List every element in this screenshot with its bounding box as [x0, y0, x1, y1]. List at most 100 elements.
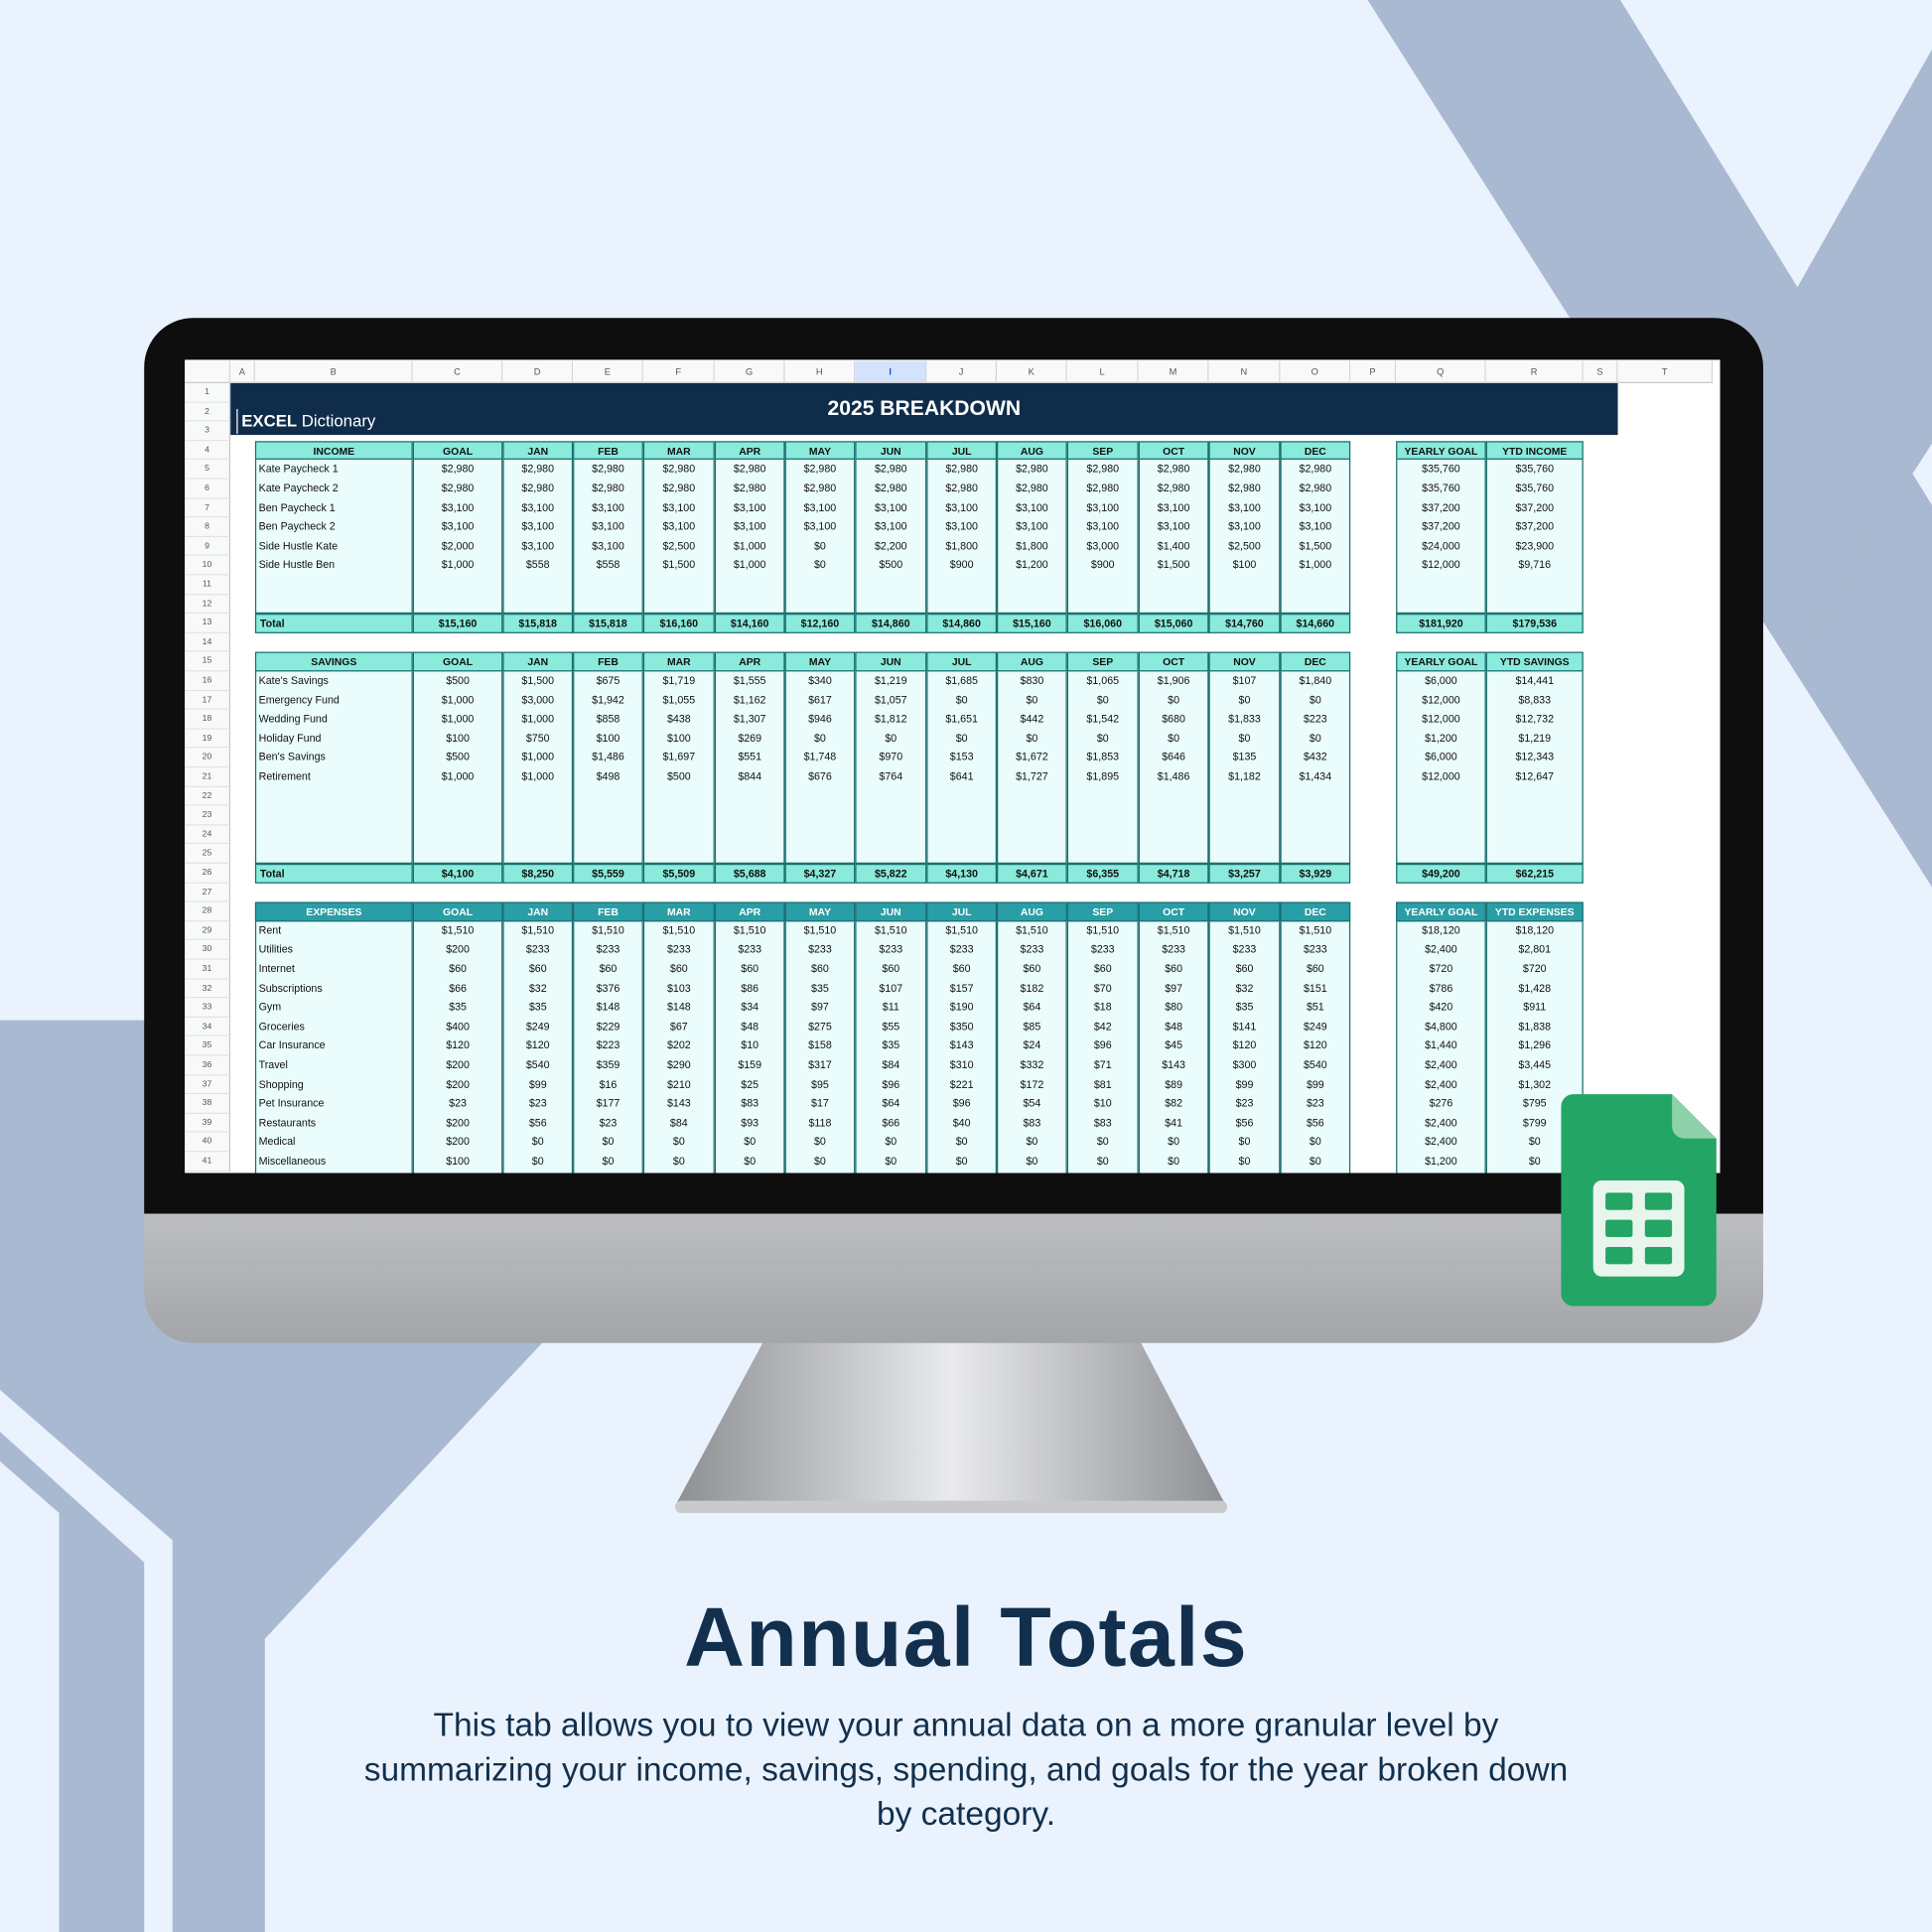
- cell-value: $1,486: [592, 751, 624, 763]
- column-header: F: [642, 360, 715, 383]
- cell-value: $1,853: [1086, 751, 1120, 763]
- cell-value: $3,100: [874, 500, 907, 514]
- cell-value: $1,510: [1086, 923, 1120, 936]
- cell-value: $3,100: [1228, 519, 1261, 533]
- cell-summary: $35,760: [1422, 462, 1460, 476]
- table-header: JAN: [502, 441, 574, 461]
- cell-value: $2,980: [521, 462, 555, 476]
- cell-summary: $720: [1522, 962, 1547, 975]
- cell-value: $3,100: [945, 519, 978, 533]
- cell-value: $0: [1096, 1154, 1109, 1168]
- table-header: AUG: [997, 652, 1067, 672]
- table-column: [254, 921, 413, 1173]
- row-number: 11: [185, 575, 231, 595]
- total-value: $5,559: [573, 863, 643, 884]
- table-column: [1280, 921, 1351, 1173]
- cell-value: $1,434: [1299, 769, 1332, 783]
- cell-value: $23: [449, 1096, 467, 1110]
- cell-label: Kate Paycheck 2: [258, 482, 339, 494]
- cell-value: $317: [808, 1058, 832, 1071]
- cell-value: $2,980: [662, 482, 696, 494]
- cell-value: $100: [446, 731, 470, 745]
- cell-value: $84: [882, 1058, 900, 1071]
- row-number: 2: [185, 402, 231, 422]
- cell-value: $40: [952, 1116, 971, 1129]
- table-column: [642, 671, 715, 864]
- cell-value: $60: [1306, 962, 1324, 975]
- cell-value: $56: [528, 1116, 547, 1129]
- table-header: JAN: [502, 652, 574, 672]
- total-value: $16,160: [642, 614, 715, 633]
- cell-value: $1,685: [945, 673, 978, 687]
- cell-value: $83: [741, 1096, 759, 1110]
- cell-value: $2,980: [945, 462, 978, 476]
- cell-label: Ben's Savings: [258, 751, 326, 763]
- cell-value: $120: [1303, 1038, 1327, 1052]
- column-header: O: [1280, 360, 1351, 383]
- cell-value: $18: [1093, 1000, 1112, 1014]
- cell-summary: $2,400: [1425, 942, 1457, 956]
- cell-value: $1,672: [1016, 751, 1048, 763]
- table-column: [1396, 460, 1486, 615]
- cell-label: Utilities: [258, 942, 294, 956]
- row-number: 18: [185, 710, 231, 730]
- cell-value: $2,000: [441, 539, 475, 552]
- table-column: [714, 460, 785, 615]
- cell-value: $182: [1020, 981, 1044, 995]
- table-column: [855, 921, 927, 1173]
- table-column: [997, 921, 1067, 1173]
- cell-value: $64: [1023, 1000, 1041, 1014]
- table-column: [502, 921, 574, 1173]
- table-header: APR: [714, 901, 785, 922]
- cell-summary: $6,000: [1425, 673, 1457, 687]
- cell-value: $558: [596, 558, 621, 572]
- cell-value: $3,100: [1086, 500, 1120, 514]
- cell-value: $32: [1235, 981, 1254, 995]
- cell-summary: $1,219: [1518, 731, 1552, 745]
- cell-value: $80: [1165, 1000, 1183, 1014]
- cell-value: $1,400: [1157, 539, 1190, 552]
- column-header: S: [1583, 360, 1618, 383]
- total-value: $15,818: [502, 614, 574, 633]
- total-value: $15,160: [997, 614, 1067, 633]
- cell-value: $81: [1093, 1077, 1112, 1090]
- cell-value: $233: [1232, 942, 1257, 956]
- cell-summary: $37,200: [1515, 519, 1555, 533]
- cell-value: $60: [1093, 962, 1112, 975]
- cell-value: $0: [1026, 693, 1038, 706]
- cell-value: $0: [744, 1154, 757, 1168]
- table-header: DEC: [1280, 652, 1351, 672]
- table-header: MAR: [642, 441, 715, 461]
- cell-value: $35: [811, 981, 829, 995]
- cell-value: $60: [811, 962, 829, 975]
- row-number: 22: [185, 786, 231, 806]
- cell-value: $159: [738, 1058, 762, 1071]
- cell-value: $1,833: [1228, 712, 1261, 725]
- cell-value: $97: [811, 1000, 829, 1014]
- cell-value: $830: [1020, 673, 1044, 687]
- table-header: JUN: [855, 441, 927, 461]
- cell-value: $500: [879, 558, 903, 572]
- table-header: APR: [714, 441, 785, 461]
- cell-value: $2,980: [1299, 462, 1332, 476]
- cell-value: $2,500: [662, 539, 696, 552]
- cell-value: $946: [808, 712, 832, 725]
- cell-value: $2,980: [592, 462, 624, 476]
- cell-value: $16: [599, 1077, 618, 1090]
- cell-value: $3,100: [1086, 519, 1120, 533]
- cell-value: $200: [446, 942, 470, 956]
- logo-brand: EXCEL: [241, 411, 298, 431]
- cell-value: $498: [596, 769, 621, 783]
- row-number: 39: [185, 1113, 231, 1134]
- cell-value: $3,100: [592, 519, 624, 533]
- cell-value: $3,100: [1299, 500, 1332, 514]
- cell-summary: $1,200: [1425, 731, 1457, 745]
- cell-value: $3,100: [733, 519, 766, 533]
- cell-label: Car Insurance: [258, 1038, 326, 1052]
- cell-value: $558: [525, 558, 550, 572]
- cell-label: Travel: [258, 1058, 288, 1071]
- cell-value: $1,510: [592, 923, 624, 936]
- cell-value: $151: [1303, 981, 1327, 995]
- cell-value: $190: [949, 1000, 974, 1014]
- corner: [185, 360, 231, 383]
